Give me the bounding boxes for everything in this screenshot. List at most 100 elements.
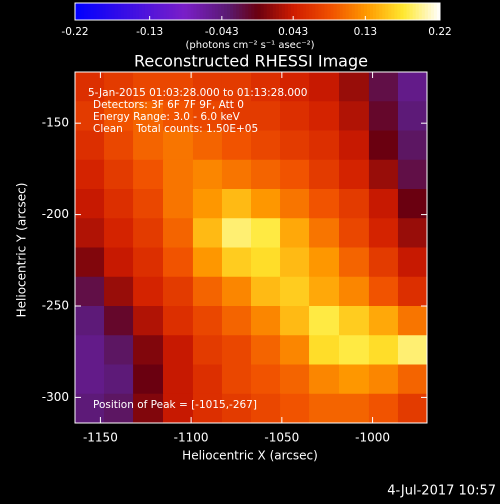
pixel (221, 393, 252, 424)
pixel (104, 101, 134, 131)
pixel (163, 101, 194, 131)
colorbar-swatch (102, 3, 106, 20)
pixel (104, 218, 134, 248)
colorbar-swatch (281, 3, 286, 20)
pixel (133, 218, 164, 248)
pixel (104, 72, 134, 102)
pixel (339, 101, 370, 131)
colorbar-swatch (309, 3, 313, 20)
colorbar-swatch (421, 3, 426, 20)
pixel (163, 393, 194, 424)
pixel (309, 218, 340, 248)
pixel (133, 189, 164, 219)
colorbar-swatch (315, 3, 319, 20)
colorbar-swatch (221, 3, 225, 20)
colorbar-swatch (144, 3, 149, 20)
pixel (280, 393, 310, 424)
pixel (339, 130, 370, 161)
pixel (339, 393, 370, 424)
pixel (221, 335, 252, 365)
colorbar-swatch (230, 3, 234, 20)
colorbar-swatch (388, 3, 392, 20)
colorbar-swatch (409, 3, 414, 20)
pixel (104, 130, 134, 161)
colorbar-swatch (342, 3, 347, 20)
pixel (104, 247, 134, 278)
pixel (221, 247, 252, 278)
pixel (133, 247, 164, 278)
colorbar-swatch (190, 3, 195, 20)
pixel (368, 218, 399, 248)
colorbar-swatch (357, 3, 362, 20)
colorbar-swatch (96, 3, 100, 20)
colorbar-swatch (202, 3, 207, 20)
colorbar-swatch (141, 3, 146, 20)
pixel (309, 130, 340, 161)
colorbar-swatch (242, 3, 246, 20)
pixel (133, 393, 164, 424)
pixel (309, 159, 340, 190)
pixel (104, 393, 134, 424)
pixel (309, 276, 340, 307)
colorbar-label: (photons cm⁻² s⁻¹ asec⁻²) (185, 40, 314, 51)
pixel (192, 393, 223, 424)
colorbar-swatch (239, 3, 243, 20)
colorbar-swatch (93, 3, 97, 20)
pixel (309, 306, 340, 336)
colorbar-swatch (327, 3, 331, 20)
colorbar-swatch (354, 3, 359, 20)
colorbar-swatch (227, 3, 231, 20)
pixel (192, 101, 223, 131)
pixel (133, 306, 164, 336)
pixel (397, 159, 428, 190)
colorbar-swatch (433, 3, 438, 20)
pixel (192, 218, 223, 248)
pixel (339, 276, 370, 307)
colorbar-swatch (193, 3, 198, 20)
pixel (163, 189, 194, 219)
pixel (339, 218, 370, 248)
colorbar-swatch (172, 3, 176, 20)
colorbar-swatch (391, 3, 395, 20)
y-axis-label: Heliocentric Y (arcsec) (15, 183, 29, 318)
image (75, 72, 428, 424)
colorbar-swatch (175, 3, 179, 20)
pixel (192, 247, 223, 278)
pixel (163, 276, 194, 307)
colorbar-swatch (169, 3, 173, 20)
pixel (163, 247, 194, 278)
colorbar-swatch (217, 3, 222, 20)
colorbar-swatch (205, 3, 210, 20)
pixel (133, 130, 164, 161)
pixel (251, 159, 281, 190)
colorbar-swatch (272, 3, 277, 20)
y-tick-label: -150 (42, 116, 69, 130)
colorbar-swatch (251, 3, 255, 20)
colorbar-swatch (154, 3, 158, 20)
colorbar-swatch (135, 3, 140, 20)
x-tick-label: -1050 (264, 431, 299, 445)
pixel (192, 306, 223, 336)
pixel (280, 218, 310, 248)
colorbar-swatch (236, 3, 240, 20)
colorbar-swatch (415, 3, 420, 20)
colorbar-swatch (321, 3, 325, 20)
annotation: 5-Jan-2015 01:03:28.000 to 01:13:28.000 (88, 87, 307, 99)
y-tick-label: -200 (42, 207, 69, 221)
pixel (163, 159, 194, 190)
pixel (251, 72, 281, 102)
pixel (251, 101, 281, 131)
pixel (397, 247, 428, 278)
chart-title: Reconstructed RHESSI Image (134, 52, 368, 71)
pixel (339, 335, 370, 365)
colorbar-swatch (211, 3, 216, 20)
colorbar-swatch (363, 3, 368, 20)
pixel (368, 247, 399, 278)
pixel (221, 364, 252, 395)
pixel (397, 218, 428, 248)
pixel (397, 393, 428, 424)
colorbar-swatch (260, 3, 265, 20)
colorbar-swatch (385, 3, 389, 20)
pixel (368, 72, 399, 102)
pixel (309, 335, 340, 365)
